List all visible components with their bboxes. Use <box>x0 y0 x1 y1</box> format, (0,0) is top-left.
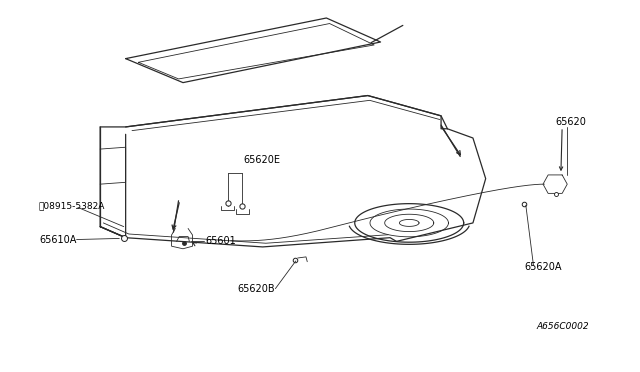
Text: 65620A: 65620A <box>524 262 561 272</box>
Text: 65620E: 65620E <box>244 155 280 165</box>
Text: 65620B: 65620B <box>237 283 275 294</box>
Text: 65620: 65620 <box>556 118 587 128</box>
Text: Ⓦ08915-5382A: Ⓦ08915-5382A <box>38 202 105 211</box>
Text: A656C0002: A656C0002 <box>537 322 589 331</box>
Text: 65610A: 65610A <box>40 234 77 244</box>
Text: 65601: 65601 <box>205 236 236 246</box>
